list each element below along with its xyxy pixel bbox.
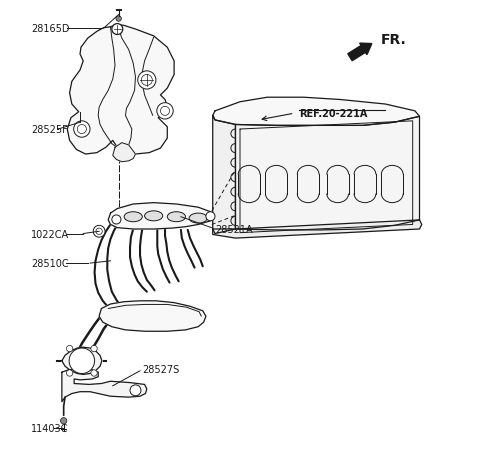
- Polygon shape: [62, 369, 147, 402]
- Circle shape: [77, 125, 86, 134]
- Ellipse shape: [144, 211, 163, 221]
- Polygon shape: [62, 347, 102, 375]
- Circle shape: [112, 24, 123, 35]
- Circle shape: [130, 385, 141, 396]
- Text: FR.: FR.: [381, 33, 407, 47]
- Polygon shape: [108, 203, 212, 230]
- Text: 28521A: 28521A: [215, 224, 252, 235]
- Circle shape: [66, 370, 73, 376]
- Circle shape: [60, 418, 67, 424]
- Polygon shape: [213, 98, 420, 126]
- Circle shape: [116, 17, 121, 22]
- Polygon shape: [213, 116, 236, 234]
- Circle shape: [160, 107, 169, 116]
- FancyArrow shape: [348, 44, 372, 62]
- Text: REF.20-221A: REF.20-221A: [299, 109, 368, 119]
- Polygon shape: [236, 117, 420, 230]
- Circle shape: [91, 370, 97, 376]
- Circle shape: [206, 212, 215, 221]
- Circle shape: [142, 75, 152, 86]
- Text: 1022CA: 1022CA: [31, 229, 69, 239]
- Text: 28527S: 28527S: [142, 364, 180, 374]
- Text: 28525F: 28525F: [31, 125, 68, 135]
- Ellipse shape: [168, 212, 185, 222]
- Circle shape: [138, 72, 156, 90]
- Circle shape: [73, 122, 90, 138]
- Circle shape: [69, 348, 95, 374]
- Polygon shape: [67, 25, 174, 155]
- Ellipse shape: [124, 212, 142, 222]
- Circle shape: [91, 346, 97, 352]
- Circle shape: [157, 103, 173, 120]
- Text: 28510C: 28510C: [31, 258, 69, 269]
- Ellipse shape: [189, 213, 207, 224]
- Polygon shape: [213, 220, 422, 239]
- Circle shape: [93, 226, 105, 238]
- Polygon shape: [99, 301, 206, 331]
- Circle shape: [66, 346, 73, 352]
- Circle shape: [112, 215, 121, 224]
- Text: 28165D: 28165D: [31, 24, 70, 34]
- Circle shape: [96, 229, 102, 235]
- Polygon shape: [113, 143, 135, 162]
- Text: 11403C: 11403C: [31, 423, 68, 433]
